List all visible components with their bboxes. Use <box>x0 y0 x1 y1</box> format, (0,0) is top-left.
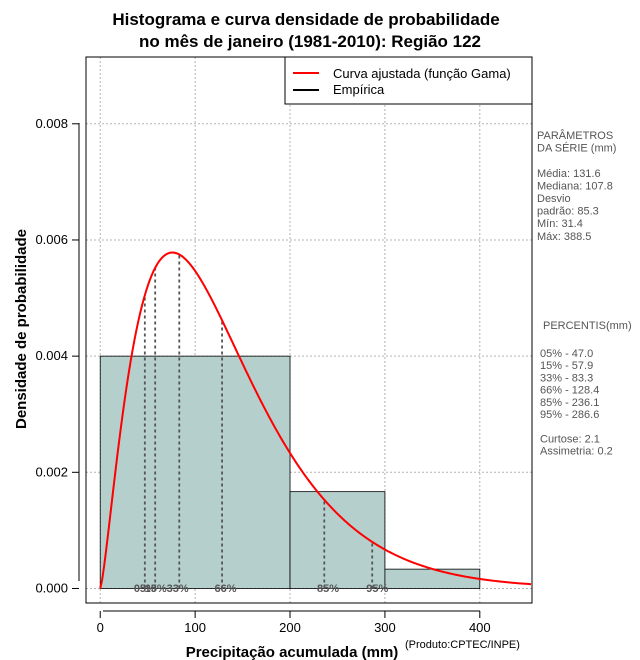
percentile-marker-label: 95% <box>366 583 388 595</box>
stats-line: Mediana: 107.8 <box>537 180 613 192</box>
y-axis: 0.000 0.002 0.004 0.006 0.008 <box>35 116 80 595</box>
side-panel-parameters: PARÂMETROS DA SÉRIE (mm) Média: 131.6Medi… <box>537 129 616 243</box>
x-tick-label: 0 <box>97 620 104 635</box>
histogram-bar <box>384 568 481 589</box>
percentile-marker-label: 05% <box>134 583 156 595</box>
chart-title-line2: no mês de janeiro (1981-2010): Região 12… <box>139 32 481 51</box>
percentile-marker-label: 15%33% <box>145 583 189 595</box>
percentis-line: 66% - 128.4 <box>540 385 599 397</box>
percentis-line: 05% - 47.0 <box>540 348 593 360</box>
stats-line: Média: 131.6 <box>537 168 601 180</box>
x-axis: 0 100 200 300 400 <box>97 610 491 635</box>
credit-label: (Produto:CPTEC/INPE) <box>405 639 520 651</box>
stats-line: PARÂMETROS <box>537 129 613 142</box>
legend: Curva ajustada (função Gama) Empírica <box>284 56 533 105</box>
grid-lines <box>86 57 532 603</box>
legend-box <box>284 56 533 105</box>
y-tick-label: 0.002 <box>35 464 68 479</box>
percentis-line: 15% - 57.9 <box>540 360 593 372</box>
x-tick-label: 100 <box>184 620 206 635</box>
stats-line: Máx: 388.5 <box>537 231 591 243</box>
y-tick-label: 0.006 <box>35 232 68 247</box>
percentis-line: 95% - 286.6 <box>540 409 599 421</box>
stats-line: DA SÉRIE (mm) <box>537 142 616 155</box>
gamma-curve <box>99 251 532 589</box>
histogram-bar <box>99 355 291 589</box>
percentis-line: 85% - 236.1 <box>540 397 599 409</box>
x-tick-label: 300 <box>374 620 396 635</box>
x-tick-label: 200 <box>279 620 301 635</box>
stats-line: padrão: 85.3 <box>537 206 599 218</box>
percentis-line: Assimetria: 0.2 <box>540 446 613 458</box>
percentis-line: 33% - 83.3 <box>540 372 593 384</box>
side-panel-percentis: 05% - 47.015% - 57.933% - 83.366% - 128.… <box>540 348 613 458</box>
percentile-marker-label: 85% <box>317 583 339 595</box>
stats-line: Desvio <box>537 193 571 205</box>
y-tick-label: 0.008 <box>35 116 68 131</box>
chart-title-line1: Histograma e curva densidade de probabil… <box>112 10 499 29</box>
percentis-line: Curtose: 2.1 <box>540 433 600 445</box>
percentile-marker-label: 66% <box>214 583 236 595</box>
legend-curve-label: Curva ajustada (função Gama) <box>333 66 511 81</box>
x-axis-title: Precipitação acumulada (mm) <box>186 644 399 660</box>
legend-empirical-label: Empírica <box>333 82 385 97</box>
y-axis-title: Densidade de probabilidade <box>13 229 30 429</box>
stats-line: Mín: 31.4 <box>537 218 583 230</box>
y-tick-label: 0.000 <box>35 580 68 595</box>
y-tick-label: 0.004 <box>35 348 68 363</box>
x-tick-label: 400 <box>469 620 491 635</box>
percentile-markers: 05%15%33% 66% 85% 95% <box>134 254 389 595</box>
percentis-title: PERCENTIS(mm) <box>543 320 632 332</box>
